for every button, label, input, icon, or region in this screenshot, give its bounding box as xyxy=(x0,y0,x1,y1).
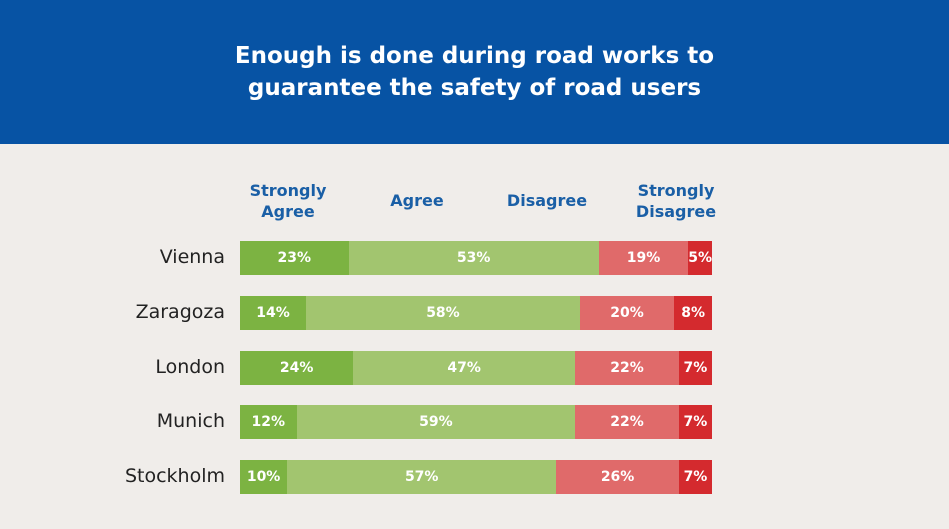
data-label-agree-vienna: 53% xyxy=(456,250,491,266)
city-label-munich: Munich xyxy=(156,410,225,432)
legend-strongly-disagree-line-1: Strongly xyxy=(637,181,715,200)
data-label-strongly-agree-vienna: 23% xyxy=(277,250,312,266)
bar-segment-strongly-agree-stockholm: 10% xyxy=(240,460,288,494)
bar-segment-agree-london: 47% xyxy=(353,351,576,385)
data-label-strongly-agree-london: 24% xyxy=(279,360,314,376)
legend-strongly-agree-line-1: Strongly xyxy=(249,181,327,200)
title-line-2: guarantee the safety of road users xyxy=(247,75,702,101)
legend-strongly-agree: Strongly Agree xyxy=(218,180,358,222)
data-label-disagree-munich: 22% xyxy=(610,414,644,430)
bar-row-stockholm: 10% 57% 26% 7% xyxy=(240,460,712,494)
bar-segment-strongly-disagree-zaragoza: 8% xyxy=(674,296,712,330)
bar-segment-agree-munich: 59% xyxy=(296,405,576,439)
data-label-strongly-disagree-munich: 7% xyxy=(683,414,708,430)
bar-segment-disagree-london: 22% xyxy=(575,351,679,385)
bar-segment-disagree-vienna: 19% xyxy=(598,241,689,275)
bar-row-munich: 12% 59% 22% 7% xyxy=(240,405,712,439)
header-banner: Enough is done during road works to guar… xyxy=(0,0,949,144)
legend-strongly-disagree: Strongly Disagree xyxy=(606,180,746,222)
city-label-stockholm: Stockholm xyxy=(124,465,225,487)
legend-strongly-disagree-line-2: Disagree xyxy=(635,202,717,221)
data-label-strongly-disagree-stockholm: 7% xyxy=(683,469,708,485)
legend-agree-label: Agree xyxy=(390,191,444,210)
data-label-agree-zaragoza: 58% xyxy=(426,305,460,321)
bar-segment-strongly-disagree-london: 7% xyxy=(678,351,712,385)
data-label-agree-london: 47% xyxy=(447,360,481,376)
bar-segment-agree-zaragoza: 58% xyxy=(306,296,580,330)
data-label-strongly-agree-zaragoza: 14% xyxy=(256,305,290,321)
data-label-strongly-agree-stockholm: 10% xyxy=(246,469,281,485)
bar-segment-strongly-disagree-stockholm: 7% xyxy=(678,460,712,494)
chart-title: Enough is done during road works to guar… xyxy=(0,40,949,104)
bar-segment-agree-stockholm: 57% xyxy=(287,460,557,494)
title-line-1: Enough is done during road works to xyxy=(234,43,715,69)
bar-segment-agree-vienna: 53% xyxy=(348,241,599,275)
bar-row-zaragoza: 14% 58% 20% 8% xyxy=(240,296,712,330)
bar-row-vienna: 23% 53% 19% 5% xyxy=(240,241,712,275)
legend-strongly-agree-line-2: Agree xyxy=(261,202,315,221)
bar-segment-strongly-disagree-munich: 7% xyxy=(678,405,712,439)
data-label-disagree-london: 22% xyxy=(610,360,644,376)
bar-segment-disagree-munich: 22% xyxy=(575,405,679,439)
legend-disagree-label: Disagree xyxy=(506,191,588,210)
bar-segment-strongly-disagree-vienna: 5% xyxy=(688,241,712,275)
bar-segment-strongly-agree-london: 24% xyxy=(240,351,354,385)
bar-segment-strongly-agree-vienna: 23% xyxy=(240,241,349,275)
data-label-strongly-agree-munich: 12% xyxy=(251,414,286,430)
legend-agree: Agree xyxy=(347,190,487,211)
city-label-zaragoza: Zaragoza xyxy=(135,301,225,323)
city-label-vienna: Vienna xyxy=(159,246,225,268)
bar-segment-disagree-zaragoza: 20% xyxy=(579,296,675,330)
bar-segment-strongly-agree-zaragoza: 14% xyxy=(240,296,307,330)
data-label-agree-munich: 59% xyxy=(419,414,453,430)
city-label-london: London xyxy=(155,356,225,378)
bar-segment-strongly-agree-munich: 12% xyxy=(240,405,297,439)
data-label-agree-stockholm: 57% xyxy=(404,469,439,485)
data-label-strongly-disagree-zaragoza: 8% xyxy=(681,305,705,321)
data-label-disagree-vienna: 19% xyxy=(626,250,661,266)
data-label-strongly-disagree-london: 7% xyxy=(683,360,708,376)
bar-segment-disagree-stockholm: 26% xyxy=(556,460,679,494)
data-label-disagree-zaragoza: 20% xyxy=(610,305,644,321)
legend-disagree: Disagree xyxy=(477,190,617,211)
data-label-strongly-disagree-vienna: 5% xyxy=(688,250,712,266)
bar-row-london: 24% 47% 22% 7% xyxy=(240,351,712,385)
data-label-disagree-stockholm: 26% xyxy=(600,469,635,485)
